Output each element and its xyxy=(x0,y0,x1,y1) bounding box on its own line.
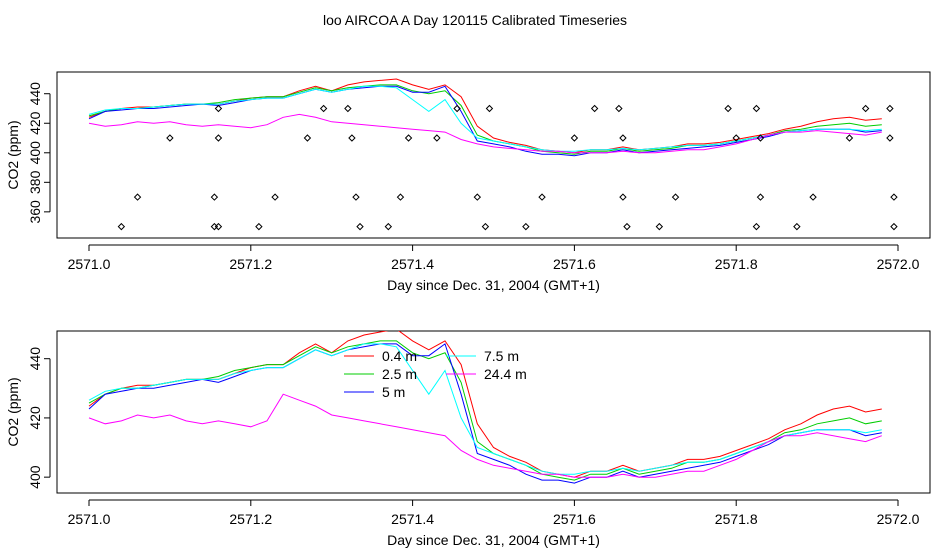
x-tick-label: 2571.6 xyxy=(553,511,596,527)
y-tick-label: 420 xyxy=(27,406,43,430)
data-point xyxy=(570,134,579,142)
data-point xyxy=(732,134,740,142)
chart-panel-bottom: 2571.0 2571.2 2571.4 2571.6 2571.8 2572.0 Day … xyxy=(5,330,931,548)
x-tick-label: 2571.2 xyxy=(229,511,272,527)
x-tick-label: 2571.0 xyxy=(68,511,111,527)
x-tick-label: 2571.8 xyxy=(715,511,758,527)
data-point xyxy=(886,134,894,142)
data-point xyxy=(214,104,223,113)
x-axis-label: Day since Dec. 31, 2004 (GMT+1) xyxy=(387,277,600,293)
data-point xyxy=(473,193,482,201)
y-tick-label: 400 xyxy=(27,141,43,165)
data-point xyxy=(538,193,546,201)
data-point xyxy=(352,193,360,201)
y-tick-label: 440 xyxy=(27,347,43,371)
data-point xyxy=(752,104,761,113)
data-point xyxy=(845,134,854,142)
data-point xyxy=(671,193,680,201)
data-point xyxy=(619,193,627,201)
legend-label: 7.5 m xyxy=(484,348,519,364)
x-tick-label: 2571.8 xyxy=(715,256,758,272)
y-tick-label: 420 xyxy=(27,111,43,135)
data-point xyxy=(255,222,263,231)
x-tick-label: 2572.0 xyxy=(877,511,920,527)
series-line-24-4-m xyxy=(88,393,882,478)
x-tick-label: 2571.4 xyxy=(391,256,434,272)
data-point xyxy=(348,134,356,142)
series-line-24-4-m xyxy=(88,113,882,154)
data-point xyxy=(890,222,898,231)
data-point xyxy=(214,134,223,142)
data-point xyxy=(724,104,732,113)
data-point xyxy=(433,134,441,142)
x-tick-label: 2572.0 xyxy=(877,256,920,272)
data-point xyxy=(485,104,494,113)
data-point xyxy=(210,222,219,231)
data-point xyxy=(756,193,765,201)
data-point xyxy=(356,222,364,231)
data-point xyxy=(319,104,328,113)
data-layer xyxy=(88,78,898,231)
data-point xyxy=(404,134,413,142)
series-line-7-5-m xyxy=(88,343,882,475)
data-point xyxy=(886,104,894,113)
y-tick-label: 400 xyxy=(27,465,43,489)
data-point xyxy=(623,222,631,231)
data-point xyxy=(117,222,126,231)
data-point xyxy=(752,222,761,231)
data-point xyxy=(384,222,393,231)
data-point xyxy=(271,193,279,201)
chart-panel-top: 2571.0 2571.2 2571.4 2571.6 2571.8 2572.0 Day … xyxy=(5,71,931,293)
data-point xyxy=(481,222,490,231)
data-layer xyxy=(88,331,882,484)
legend-label: 2.5 m xyxy=(382,366,417,382)
data-point xyxy=(453,104,461,113)
x-axis-label: Day since Dec. 31, 2004 (GMT+1) xyxy=(387,532,600,548)
data-point xyxy=(890,193,898,201)
legend-label: 0.4 m xyxy=(382,348,417,364)
y-axis-label: CO2 (ppm) xyxy=(5,377,21,446)
x-tick-label: 2571.2 xyxy=(229,256,272,272)
plot-frame xyxy=(56,71,931,239)
data-point xyxy=(619,134,627,142)
data-point xyxy=(655,222,664,231)
data-point xyxy=(861,104,870,113)
data-point xyxy=(396,193,405,201)
y-tick-label: 360 xyxy=(27,200,43,224)
data-point xyxy=(522,222,530,231)
data-point xyxy=(210,193,219,201)
y-tick-label: 380 xyxy=(27,170,43,194)
legend: 0.4 m 2.5 m 5 m 7.5 m 24.4 m xyxy=(344,348,527,400)
legend-label: 24.4 m xyxy=(484,366,527,382)
data-point xyxy=(809,193,817,201)
series-line-7-5-m xyxy=(88,85,882,152)
data-point xyxy=(344,104,352,113)
data-point xyxy=(133,193,142,201)
data-point xyxy=(166,134,174,142)
data-point xyxy=(590,104,599,113)
x-tick-label: 2571.0 xyxy=(68,256,111,272)
data-point xyxy=(615,104,623,113)
x-tick-label: 2571.4 xyxy=(391,511,434,527)
figure-title: loo AIRCOA A Day 120115 Calibrated Times… xyxy=(323,12,627,28)
y-axis-label: CO2 (ppm) xyxy=(5,120,21,189)
legend-label: 5 m xyxy=(382,384,405,400)
plot-frame xyxy=(56,330,931,494)
y-tick-label: 440 xyxy=(27,82,43,106)
data-point xyxy=(303,134,312,142)
x-tick-label: 2571.6 xyxy=(553,256,596,272)
data-point xyxy=(756,134,765,142)
data-point xyxy=(793,222,801,231)
